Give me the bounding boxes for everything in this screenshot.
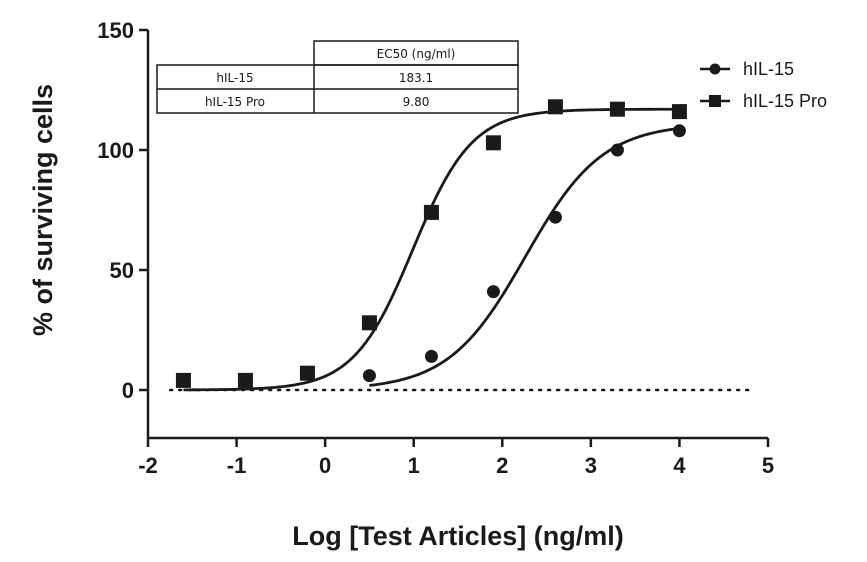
data-point-hil15 xyxy=(610,143,624,157)
legend-marker-square xyxy=(709,95,721,107)
data-point-hil15-pro xyxy=(237,372,253,388)
fit-curve-hil15 xyxy=(369,126,680,387)
y-tick-label: 50 xyxy=(110,258,134,283)
legend-label-hil15: hIL-15 xyxy=(743,59,794,79)
legend-item-hil15: hIL-15 xyxy=(700,59,794,79)
data-point-hil15-pro xyxy=(299,365,315,381)
x-tick-label: 0 xyxy=(319,453,331,478)
y-tick-label: 0 xyxy=(122,378,134,403)
data-point-hil15-pro xyxy=(671,104,687,120)
data-points xyxy=(175,99,687,388)
x-tick-label: 4 xyxy=(673,453,686,478)
fit-curves xyxy=(183,107,680,392)
y-tick-label: 150 xyxy=(97,18,134,43)
data-point-hil15 xyxy=(672,124,686,138)
table-row-label-hil15: hIL-15 xyxy=(216,71,253,85)
data-point-hil15-pro xyxy=(547,99,563,115)
data-point-hil15 xyxy=(362,369,376,383)
data-point-hil15 xyxy=(424,349,438,363)
legend-marker-circle xyxy=(709,63,721,75)
data-point-hil15-pro xyxy=(175,372,191,388)
axes xyxy=(146,30,768,440)
y-axis-title: % of surviving cells xyxy=(28,84,58,336)
legend-item-hil15-pro: hIL-15 Pro xyxy=(700,91,827,111)
x-tick-label: 3 xyxy=(585,453,597,478)
x-tick-label: 1 xyxy=(408,453,420,478)
x-axis-title: Log [Test Articles] (ng/ml) xyxy=(292,521,624,551)
x-tick-label: 5 xyxy=(762,453,774,478)
fit-curve-hil15-pro xyxy=(183,107,680,392)
legend: hIL-15 hIL-15 Pro xyxy=(700,59,827,111)
legend-label-hil15-pro: hIL-15 Pro xyxy=(743,91,827,111)
x-tick-label: 2 xyxy=(496,453,508,478)
data-point-hil15-pro xyxy=(485,135,501,151)
data-point-hil15 xyxy=(548,210,562,224)
data-point-hil15-pro xyxy=(423,204,439,220)
data-point-hil15-pro xyxy=(609,101,625,117)
table-value-hil15: 183.1 xyxy=(399,71,433,85)
data-point-hil15-pro xyxy=(361,315,377,331)
table-row-label-hil15-pro: hIL-15 Pro xyxy=(205,95,265,109)
axis-ticks: 0 50 100 150 -2 -1 0 1 2 3 4 5 xyxy=(97,18,774,478)
data-point-hil15 xyxy=(486,285,500,299)
y-tick-label: 100 xyxy=(97,138,134,163)
table-value-hil15-pro: 9.80 xyxy=(403,95,430,109)
x-tick-label: -1 xyxy=(227,453,247,478)
x-tick-label: -2 xyxy=(138,453,158,478)
ec50-table: EC50 (ng/ml) hIL-15 183.1 hIL-15 Pro 9.8… xyxy=(156,40,519,114)
table-header-ec50: EC50 (ng/ml) xyxy=(377,47,456,61)
